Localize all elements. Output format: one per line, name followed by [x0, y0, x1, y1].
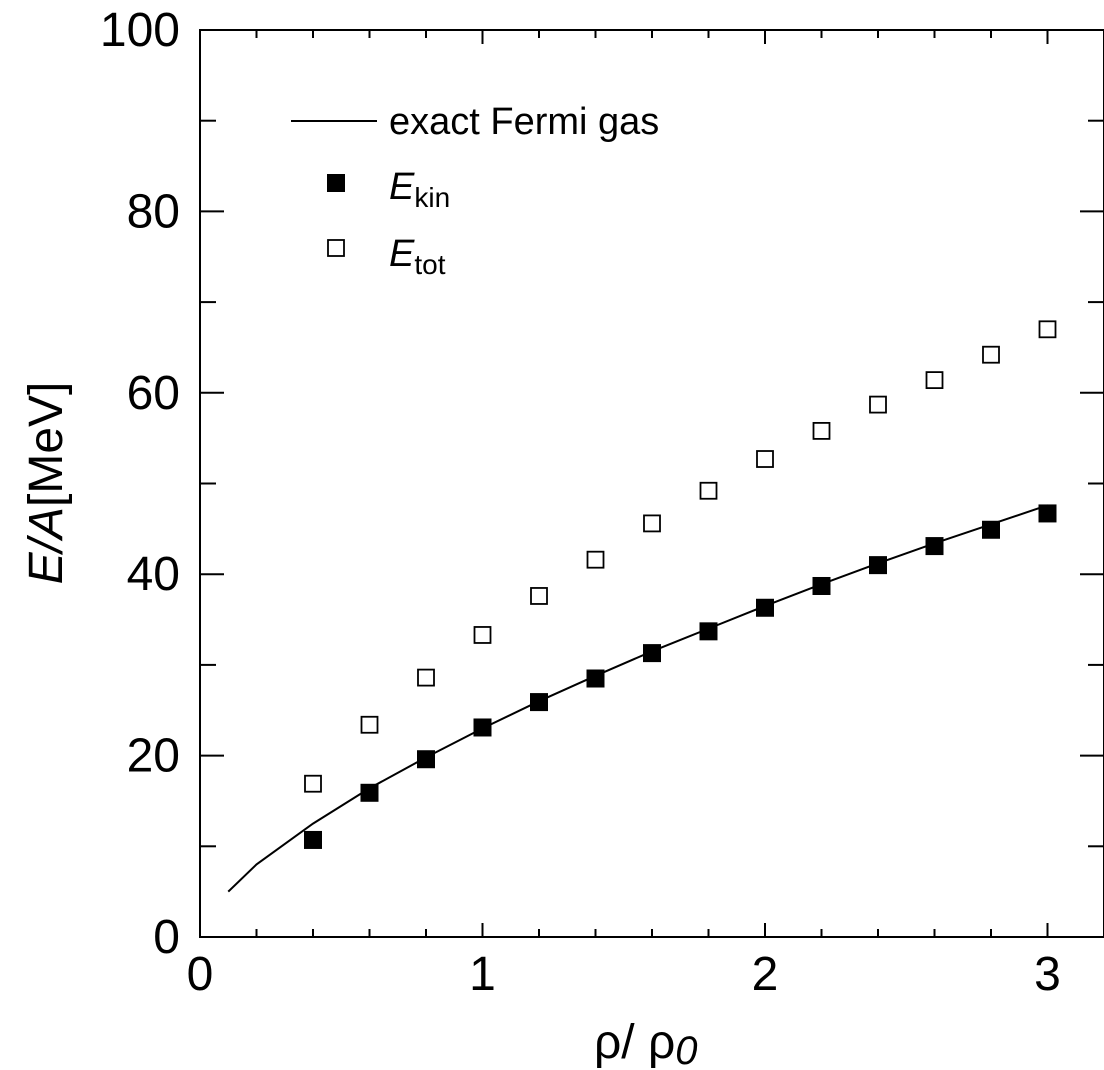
point-etot: [586, 550, 605, 569]
point-ekin: [812, 576, 831, 595]
point-ekin: [982, 520, 1000, 539]
point-etot: [925, 371, 944, 390]
legend: exact Fermi gas Ekin Etot: [291, 101, 659, 280]
x-tick-label: 2: [752, 948, 779, 1001]
point-etot: [699, 481, 718, 500]
plot-frame: [199, 29, 1104, 938]
point-ekin: [643, 644, 661, 663]
legend-label-etot: Etot: [389, 233, 446, 280]
x-axis-title-main: ρ/ ρ: [594, 1016, 675, 1069]
y-tick-label: 20: [127, 730, 180, 783]
y-tick-label: 80: [127, 185, 180, 238]
legend-ekin-main: E: [389, 166, 415, 208]
point-etot: [360, 715, 379, 734]
point-etot: [643, 514, 661, 533]
x-tick-label: 1: [469, 948, 496, 1001]
x-axis-title-sub: 0: [675, 1029, 697, 1070]
legend-open-square-swatch: [327, 239, 345, 257]
legend-etot-sub: tot: [414, 249, 445, 280]
point-ekin: [699, 622, 718, 641]
point-ekin: [1038, 504, 1057, 523]
point-etot: [812, 421, 831, 440]
point-ekin: [360, 783, 379, 802]
legend-filled-square-swatch: [327, 174, 345, 192]
y-tick-label: 100: [100, 4, 180, 57]
legend-label-ekin: Ekin: [389, 166, 450, 213]
legend-ekin-sub: kin: [414, 182, 450, 213]
point-ekin: [304, 830, 322, 849]
point-etot: [304, 774, 322, 793]
point-ekin: [417, 750, 435, 769]
plot-marks: [227, 320, 1057, 893]
x-tick-label: 3: [1034, 948, 1061, 1001]
point-etot: [417, 668, 435, 687]
series-line-exact-fermi-gas: [227, 504, 1048, 893]
point-etot: [530, 587, 548, 605]
point-ekin: [925, 537, 944, 556]
point-ekin: [756, 598, 774, 617]
point-ekin: [869, 556, 887, 575]
x-tick-label: 0: [187, 948, 214, 1001]
point-ekin: [586, 669, 605, 688]
y-axis-title-italic: E/A: [20, 507, 73, 584]
point-etot: [869, 395, 887, 414]
legend-etot-main: E: [389, 233, 415, 275]
y-tick-label: 40: [127, 548, 180, 601]
y-tick-label: 0: [153, 911, 180, 964]
point-ekin: [530, 693, 548, 712]
tick-labels: 0 1 2 3 0 20 40 60 80 100: [100, 4, 1061, 1001]
point-etot: [756, 450, 774, 468]
y-axis-title: E/A[MeV]: [20, 382, 73, 585]
legend-label-fermi: exact Fermi gas: [389, 101, 659, 143]
axis-ticks: [199, 29, 1104, 938]
x-axis-title: ρ/ ρ0: [594, 1016, 698, 1070]
point-ekin: [473, 718, 492, 737]
y-tick-label: 60: [127, 367, 180, 420]
point-etot: [982, 345, 1000, 364]
point-etot: [473, 626, 492, 644]
y-axis-title-rest: [MeV]: [20, 382, 73, 507]
point-etot: [1038, 320, 1057, 339]
